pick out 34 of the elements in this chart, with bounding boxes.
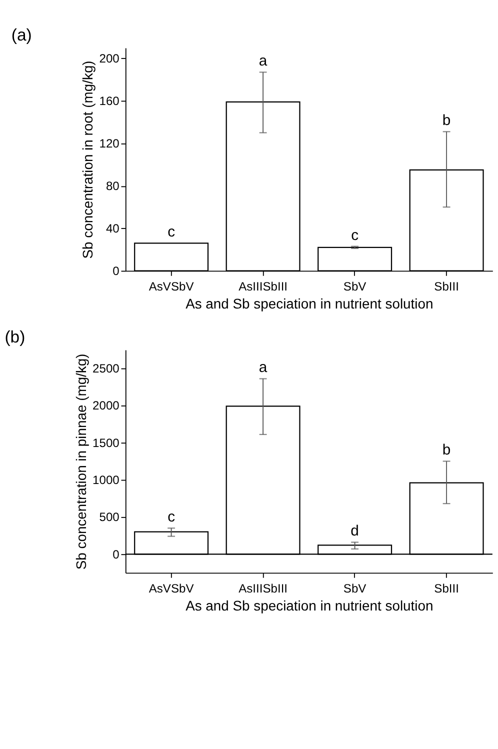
x-tick-label: SbIII — [434, 582, 459, 596]
x-tick-label: AsIIISbIII — [238, 582, 288, 596]
y-tick-label: 200 — [99, 52, 120, 66]
x-tick-label: AsVSbV — [148, 280, 194, 294]
y-tick-label: 1500 — [92, 436, 120, 450]
y-axis-title: Sb concentration in root (mg/kg) — [80, 60, 96, 259]
y-tick-label: 80 — [106, 178, 120, 193]
x-tick-label: AsVSbV — [148, 582, 194, 596]
annotation: b — [442, 442, 451, 459]
annotation: b — [442, 113, 451, 130]
x-tick-label: SbV — [343, 280, 366, 294]
x-tick-label: SbV — [343, 582, 366, 596]
y-tick-label: 0 — [112, 264, 120, 278]
y-axis-title: Sb concentration in pinnae (mg/kg) — [73, 354, 90, 570]
y-tick-label: 160 — [99, 94, 120, 108]
annotation: a — [258, 360, 268, 376]
annotation: c — [168, 224, 176, 241]
annotation: c — [351, 228, 360, 244]
chart-title: (a) — [11, 25, 32, 44]
x-axis-title: As and Sb speciation in nutrient solution — [186, 295, 434, 312]
y-tick-label: 0 — [112, 547, 120, 562]
x-axis-title: As and Sb speciation in nutrient solution — [186, 597, 434, 614]
x-tick-label: AsIIISbIII — [238, 280, 288, 294]
y-tick-label: 1000 — [92, 472, 120, 487]
annotation: c — [168, 510, 176, 526]
x-tick-label: SbIII — [434, 280, 459, 294]
y-tick-label: 120 — [99, 136, 120, 151]
annotation: a — [258, 54, 268, 70]
y-tick-label: 40 — [106, 221, 120, 236]
y-tick-label: 2500 — [92, 361, 120, 376]
y-tick-label: 2000 — [92, 398, 120, 413]
chart-title: (b) — [4, 327, 26, 346]
y-tick-label: 500 — [99, 510, 120, 524]
annotation: d — [350, 524, 359, 540]
